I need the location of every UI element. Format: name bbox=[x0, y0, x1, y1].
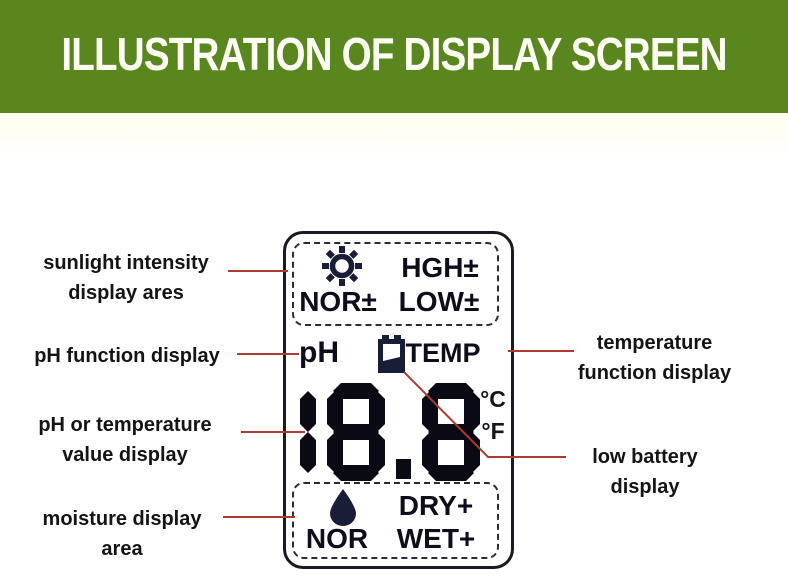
header-banner: ILLUSTRATION OF DISPLAY SCREEN bbox=[0, 0, 788, 113]
fahrenheit-unit-label: °F bbox=[481, 418, 505, 444]
callout-sunlight-line2: display ares bbox=[68, 282, 184, 304]
callout-line-moisture bbox=[223, 516, 295, 518]
callout-low-battery: low battery display bbox=[556, 442, 734, 502]
page-title: ILLUSTRATION OF DISPLAY SCREEN bbox=[61, 27, 727, 80]
sunlight-high-indicator: HGH± bbox=[401, 252, 479, 283]
moisture-dry-indicator: DRY+ bbox=[398, 490, 474, 521]
callout-temperature-line1: temperature bbox=[596, 332, 713, 354]
callout-sunlight-area: sunlight intensity display ares bbox=[16, 248, 236, 308]
moisture-nor-indicator: NOR bbox=[305, 523, 369, 554]
moisture-wet-indicator: WET+ bbox=[396, 523, 476, 554]
callout-value-display: pH or temperature value display bbox=[15, 410, 235, 470]
ph-function-indicator: pH bbox=[299, 336, 339, 369]
sun-icon bbox=[322, 246, 362, 286]
callout-moisture-line1: moisture display bbox=[42, 508, 202, 530]
lcd-screen: HGH± NOR± LOW± pH TEMP °C °F DRY+ NOR WE… bbox=[283, 231, 514, 569]
callout-line-value bbox=[241, 431, 305, 433]
callout-line-ph bbox=[237, 353, 299, 355]
callout-battery-line1: low battery bbox=[592, 446, 698, 468]
callout-ph-line1: pH function display bbox=[34, 345, 220, 367]
callout-moisture-line2: area bbox=[101, 538, 143, 560]
sunlight-low-indicator: LOW± bbox=[398, 286, 480, 317]
sunlight-intensity-area bbox=[292, 242, 499, 326]
moisture-display-area bbox=[292, 482, 499, 559]
callout-moisture-area: moisture display area bbox=[17, 504, 227, 564]
callout-temperature-function: temperature function display bbox=[562, 328, 747, 388]
callout-line-temperature bbox=[508, 350, 574, 352]
callout-ph-function: pH function display bbox=[16, 342, 238, 370]
callout-line-sunlight bbox=[228, 270, 288, 272]
callout-sunlight-line1: sunlight intensity bbox=[43, 252, 209, 274]
temp-function-indicator: TEMP bbox=[405, 338, 481, 368]
water-drop-icon bbox=[330, 489, 356, 526]
sunlight-nor-indicator: NOR± bbox=[299, 286, 377, 317]
header-underline-band bbox=[0, 113, 788, 165]
callout-battery-line2: display bbox=[610, 476, 680, 498]
low-battery-icon bbox=[378, 335, 405, 373]
seven-segment-value-display bbox=[300, 383, 480, 481]
callout-value-line1: pH or temperature bbox=[38, 414, 212, 436]
callout-temperature-line2: function display bbox=[577, 362, 732, 384]
celsius-unit-label: °C bbox=[480, 386, 506, 412]
callout-value-line2: value display bbox=[62, 444, 188, 466]
